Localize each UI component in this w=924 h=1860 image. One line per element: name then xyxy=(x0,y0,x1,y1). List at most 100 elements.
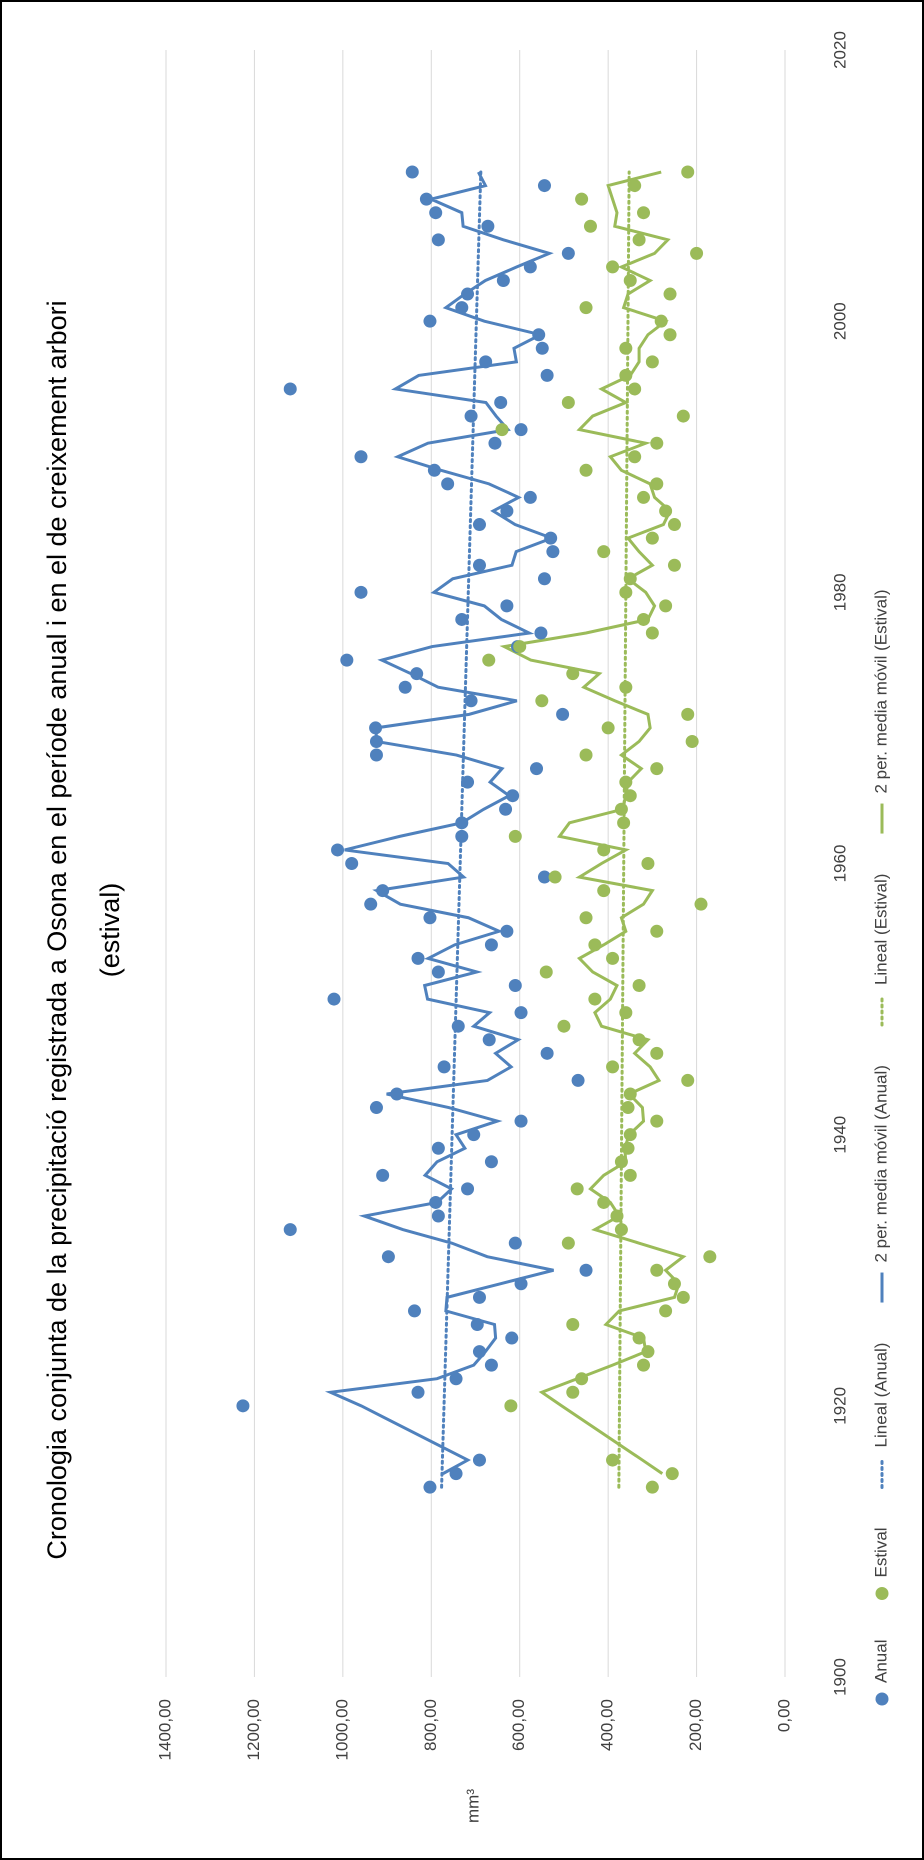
legend-label: Lineal (Anual) xyxy=(871,1343,890,1448)
scatter-point xyxy=(575,192,589,206)
scatter-point xyxy=(441,477,455,491)
scatter-point xyxy=(681,1073,695,1087)
scatter-point xyxy=(645,531,659,545)
scatter-point xyxy=(606,1453,620,1467)
x-tick-label: 1900 xyxy=(830,1658,849,1696)
scatter-point xyxy=(614,1223,628,1237)
scatter-point xyxy=(641,1345,655,1359)
scatter-point xyxy=(513,640,527,654)
y-tick-label: 600,00 xyxy=(509,1699,528,1751)
scatter-point xyxy=(703,1250,717,1264)
linear-trendline xyxy=(440,170,483,1489)
scatter-point xyxy=(665,1467,679,1481)
scatter-point xyxy=(632,1033,646,1047)
scatter-point xyxy=(327,992,341,1006)
scatter-point xyxy=(566,1317,580,1331)
scatter-point xyxy=(500,504,514,518)
x-tick-label: 1980 xyxy=(830,573,849,611)
scatter-point xyxy=(354,450,368,464)
scatter-point xyxy=(632,1331,646,1345)
scatter-point xyxy=(523,490,537,504)
scatter-point xyxy=(667,518,681,532)
scatter-point xyxy=(579,911,593,925)
scatter-point xyxy=(464,409,478,423)
moving-average-line xyxy=(324,171,557,1475)
y-tick-label: 1200,00 xyxy=(244,1699,263,1760)
scatter-point xyxy=(437,1060,451,1074)
scatter-point xyxy=(561,396,575,410)
scatter-point xyxy=(645,1480,659,1494)
scatter-point xyxy=(530,762,544,776)
scatter-point xyxy=(621,1141,635,1155)
y-tick-label: 800,00 xyxy=(421,1699,440,1751)
y-tick-label: 1400,00 xyxy=(155,1699,174,1760)
scatter-point xyxy=(685,734,699,748)
scatter-point xyxy=(514,1114,528,1128)
scatter-point xyxy=(650,477,664,491)
scatter-point xyxy=(637,1358,651,1372)
scatter-point xyxy=(619,341,633,355)
scatter-point xyxy=(579,301,593,315)
scatter-point xyxy=(650,762,664,776)
scatter-point xyxy=(597,843,611,857)
scatter-point xyxy=(407,1304,421,1318)
scatter-point xyxy=(236,1399,250,1413)
scatter-point xyxy=(619,1006,633,1020)
scatter-point xyxy=(694,897,708,911)
y-tick-label: 200,00 xyxy=(686,1699,705,1751)
legend-label: 2 per. media móvil (Anual) xyxy=(871,1065,890,1262)
linear-trendline xyxy=(617,170,631,1489)
scatter-point xyxy=(455,829,469,843)
chart-title: Cronologia conjunta de la precipitació r… xyxy=(42,300,72,1559)
scatter-point xyxy=(431,965,445,979)
scatter-point xyxy=(650,1046,664,1060)
scatter-point xyxy=(506,789,520,803)
y-tick-label: 0,00 xyxy=(774,1699,793,1732)
scatter-point xyxy=(472,1345,486,1359)
scatter-point xyxy=(628,450,642,464)
scatter-point xyxy=(376,884,390,898)
scatter-point xyxy=(411,951,425,965)
scatter-point xyxy=(610,1209,624,1223)
scatter-point xyxy=(461,775,475,789)
scatter-point xyxy=(532,328,546,342)
scatter-point xyxy=(659,1304,673,1318)
scatter-point xyxy=(537,179,551,193)
scatter-point xyxy=(283,1223,297,1237)
scatter-point xyxy=(523,260,537,274)
scatter-point xyxy=(482,1033,496,1047)
scatter-point xyxy=(619,585,633,599)
scatter-point xyxy=(504,1399,518,1413)
scatter-point xyxy=(544,531,558,545)
scatter-point xyxy=(496,273,510,287)
scatter-point xyxy=(354,585,368,599)
scatter-point xyxy=(597,545,611,559)
scatter-point xyxy=(540,368,554,382)
x-tick-label: 1960 xyxy=(830,845,849,883)
scatter-point xyxy=(508,829,522,843)
scatter-point xyxy=(537,572,551,586)
scatter-point xyxy=(398,680,412,694)
x-tick-label: 2020 xyxy=(830,31,849,69)
scatter-point xyxy=(628,382,642,396)
scatter-point xyxy=(499,802,513,816)
scatter-point xyxy=(535,694,549,708)
scatter-point xyxy=(405,165,419,179)
y-axis-label: mm³ xyxy=(463,1789,482,1823)
scatter-point xyxy=(514,1277,528,1291)
scatter-point xyxy=(455,301,469,315)
scatter-point xyxy=(606,260,620,274)
scatter-point xyxy=(423,911,437,925)
scatter-point xyxy=(500,599,514,613)
scatter-point xyxy=(659,599,673,613)
scatter-point xyxy=(667,1277,681,1291)
scatter-point xyxy=(461,287,475,301)
scatter-point xyxy=(369,748,383,762)
scatter-point xyxy=(345,857,359,870)
scatter-point xyxy=(451,1019,465,1033)
scatter-point xyxy=(472,518,486,532)
legend-label: Lineal (Estival) xyxy=(871,874,890,986)
scatter-point xyxy=(637,612,651,626)
scatter-point xyxy=(423,1480,437,1494)
scatter-point xyxy=(449,1372,463,1386)
